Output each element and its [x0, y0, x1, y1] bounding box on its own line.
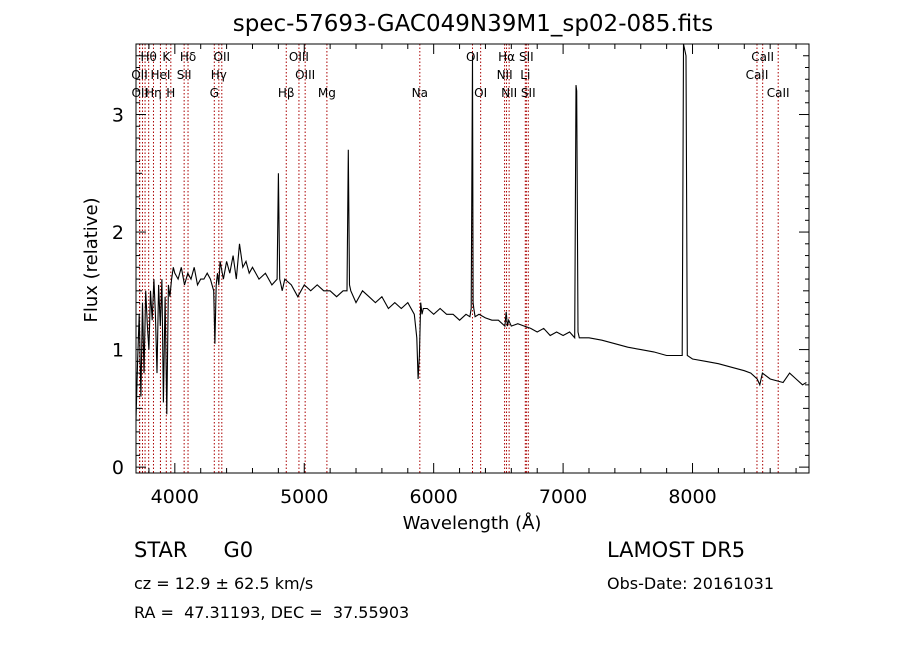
object-class: STAR G0 — [134, 538, 253, 562]
line-label-25: NII — [501, 86, 517, 100]
y-tick-label-0: 0 — [112, 457, 124, 479]
chart-title: spec-57693-GAC049N39M1_sp02-085.fits — [233, 11, 713, 37]
class-label: STAR — [134, 538, 188, 562]
axis-ticks: 4000 5000 6000 7000 8000 0 1 2 3 — [112, 44, 809, 508]
y-axis-label: Flux (relative) — [81, 197, 102, 322]
x-tick-label-1: 5000 — [280, 486, 328, 508]
line-label-8: CaII — [751, 50, 774, 64]
line-label-6: Hα — [498, 50, 515, 64]
x-tick-label-0: 4000 — [151, 486, 199, 508]
line-label-0: Hθ — [140, 50, 156, 64]
line-label-7: SII — [519, 50, 534, 64]
line-label-16: CaII — [746, 68, 769, 82]
line-label-15: Li — [520, 68, 530, 82]
x-axis-label: Wavelength (Å) — [403, 512, 542, 534]
line-label-23: Na — [412, 86, 428, 100]
spectrum-chart: spec-57693-GAC049N39M1_sp02-085.fits Hθ K… — [81, 11, 810, 534]
line-label-22: Mg — [318, 86, 336, 100]
line-label-2: Hδ — [180, 50, 196, 64]
coordinates-label: RA = 47.31193, DEC = 37.55903 — [134, 603, 410, 622]
obs-date-label: Obs-Date: 20161031 — [607, 574, 775, 593]
line-label-24: OI — [474, 86, 487, 100]
line-label-9: OII — [131, 68, 148, 82]
line-label-20: G — [210, 86, 219, 100]
line-label-18: Hη — [145, 86, 162, 100]
line-label-13: OIII — [295, 68, 315, 82]
line-label-21: Hβ — [278, 86, 295, 100]
line-label-26: SII — [521, 86, 536, 100]
subclass-label: G0 — [223, 538, 254, 562]
line-label-4: OIII — [289, 50, 309, 64]
y-tick-label-1: 1 — [112, 340, 124, 362]
plot-frame — [135, 43, 810, 474]
x-tick-label-2: 6000 — [409, 486, 457, 508]
y-tick-label-2: 2 — [112, 222, 124, 244]
line-label-19: H — [166, 86, 175, 100]
line-label-11: SII — [177, 68, 192, 82]
line-label-27: CaII — [767, 86, 790, 100]
line-label-10: HeI — [150, 68, 170, 82]
y-tick-label-3: 3 — [112, 105, 124, 127]
x-tick-label-4: 8000 — [668, 486, 716, 508]
line-label-1: K — [162, 50, 171, 64]
line-label-3: OII — [214, 50, 231, 64]
spectrum-line — [135, 43, 807, 421]
x-tick-label-3: 7000 — [539, 486, 587, 508]
redshift-label: cz = 12.9 ± 62.5 km/s — [134, 574, 314, 593]
survey-label: LAMOST DR5 — [607, 538, 746, 562]
line-label-14: NII — [497, 68, 513, 82]
line-label-12: Hγ — [211, 68, 227, 82]
